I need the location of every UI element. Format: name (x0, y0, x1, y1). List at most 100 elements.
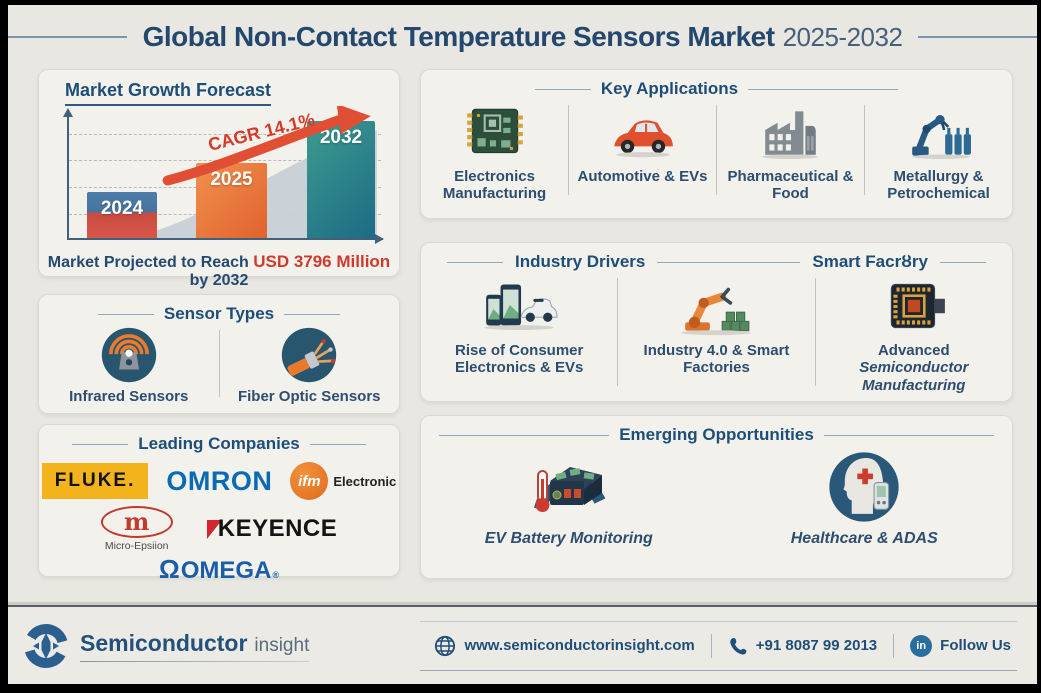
circuit-board-icon (466, 108, 523, 154)
omron-logo: OMRON (166, 465, 273, 496)
industry-drivers-heading: Industry Drivers (515, 252, 646, 271)
phone-link[interactable]: +91 8087 99 2013 (728, 636, 877, 656)
key-applications-heading-row: Key Applications (421, 70, 1012, 99)
heading-line (748, 88, 899, 90)
semiconductor-insight-logo-icon (24, 623, 68, 668)
key-applications-panel: Key Applications (420, 69, 1013, 219)
driver-label: Rise of Consumer Electronics & EVs (454, 342, 584, 377)
sensor-type-label: Fiber Optic Sensors (237, 388, 381, 405)
application-label: Automotive & EVs (577, 168, 708, 185)
opportunity-healthcare: Healthcare & ADAS (717, 449, 1013, 548)
contact-divider (893, 633, 895, 658)
sensor-type-label: Infrared Sensors (69, 388, 189, 405)
key-applications-heading: Key Applications (600, 79, 739, 98)
leading-companies-panel: Leading Companies FLUKE. OMRON ifm Elect… (38, 424, 400, 584)
driver-sublabel: Semiconductor Manufacturing (859, 359, 969, 394)
omega-text: OMEGA (180, 557, 272, 584)
right-column: Key Applications (420, 69, 1013, 579)
sensor-types-heading: Sensor Types (163, 304, 275, 323)
website-text: www.semiconductorinsight.com (464, 637, 695, 654)
market-growth-bar-chart: 2024 2025 2032 CAGR 14.1% (55, 106, 387, 248)
globe-icon (435, 635, 456, 656)
heading-line (823, 434, 994, 436)
ifm-logo: ifm Electronic (290, 462, 396, 500)
phones-car-icon (484, 284, 558, 331)
brand-text: Semiconductor insight (80, 629, 310, 662)
sensor-type-fiber-optic: Fiber Optic Sensors (220, 326, 400, 405)
vertical-divider (568, 105, 569, 195)
industry-drivers-heading-row: Industry Drivers Smart Facrȣry (421, 243, 1012, 272)
footer-bar: Semiconductor insight www.semiconductori… (8, 605, 1037, 684)
caption-prefix: Market Projected to Reach (47, 254, 249, 271)
micro-epsilon-caption: Micro-Epsiion (104, 540, 169, 552)
driver-consumer-electronics: Rise of Consumer Electronics & EVs (421, 274, 617, 394)
omega-symbol-icon: Ω (158, 554, 180, 584)
driver-semiconductor: Advanced Semiconductor Manufacturing (816, 274, 1012, 394)
robot-arm-bottles-icon (911, 114, 971, 160)
leading-companies-heading: Leading Companies (138, 434, 300, 453)
application-electronics: Electronics Manufacturing (421, 101, 568, 203)
heading-line (940, 261, 986, 263)
driver-label: Industry 4.0 & Smart Factories (643, 342, 790, 377)
vertical-divider (716, 105, 717, 195)
heading-line (439, 434, 610, 436)
company-logo-row: FLUKE. OMRON ifm Electronic (39, 462, 399, 500)
company-logo-row: m Micro-Epsiion KEYENCE (39, 506, 399, 552)
heading-line (657, 261, 801, 263)
ifm-circle-icon: ifm (290, 462, 329, 500)
contact-divider (710, 633, 712, 658)
vertical-divider (864, 105, 865, 195)
semiconductor-chip-icon (890, 283, 945, 329)
content-grid: Market Growth Forecast 2024 2025 2032 (8, 69, 1037, 584)
brand-name: Semiconductor (80, 629, 248, 656)
footer-contact-row: www.semiconductorinsight.com +91 8087 99… (420, 620, 1017, 671)
website-link[interactable]: www.semiconductorinsight.com (434, 635, 695, 657)
application-label: Metallurgy & Petrochemical (887, 168, 990, 203)
caption-highlight: USD 3796 Million (253, 252, 391, 271)
healthcare-head-icon (829, 452, 899, 522)
brand-block: Semiconductor insight (22, 622, 420, 670)
page-title-period: 2025-2032 (782, 22, 903, 52)
follow-us-text: Follow Us (940, 637, 1011, 654)
industry-drivers-row: Rise of Consumer Electronics & EVs (421, 274, 1012, 394)
opportunity-ev-battery: EV Battery Monitoring (421, 449, 717, 548)
industrial-robot-icon (681, 287, 752, 336)
fiber-optic-cable-icon (282, 327, 337, 383)
left-column: Market Growth Forecast 2024 2025 2032 (38, 69, 400, 584)
omega-logo: Ω OMEGA ® (159, 554, 279, 585)
vertical-divider (218, 330, 220, 398)
market-projection-caption: Market Projected to Reach USD 3796 Milli… (39, 252, 399, 290)
factory-icon (761, 111, 818, 160)
vertical-divider (814, 278, 816, 386)
title-dash-line-left (8, 36, 127, 38)
driver-industry-4-0: Industry 4.0 & Smart Factories (618, 274, 814, 394)
page-title: Global Non-Contact Temperature Sensors M… (143, 21, 903, 53)
market-growth-heading: Market Growth Forecast (65, 80, 272, 106)
page-title-main: Global Non-Contact Temperature Sensors M… (142, 21, 776, 52)
follow-us-link[interactable]: in Follow Us (910, 634, 1011, 657)
heading-line (309, 443, 366, 445)
industry-drivers-panel: Industry Drivers Smart Facrȣry (420, 242, 1013, 402)
micro-epsilon-logo: m Micro-Epsiion (100, 506, 173, 552)
micro-epsilon-m-icon: m (100, 506, 173, 538)
opportunity-label: Healthcare & ADAS (790, 530, 938, 547)
brand-suffix: insight (254, 634, 310, 656)
key-applications-row: Electronics Manufacturing Automotive & (421, 101, 1012, 203)
application-label: Electronics Manufacturing (442, 168, 547, 203)
y-axis (63, 108, 73, 240)
bar-2024: 2024 (87, 192, 157, 238)
bar-2025: 2025 (196, 163, 267, 238)
bar-2032-label: 2032 (319, 127, 363, 148)
application-pharma-food: Pharmaceutical & Food (717, 101, 864, 203)
sensor-types-heading-row: Sensor Types (39, 295, 399, 324)
application-metallurgy: Metallurgy & Petrochemical (865, 101, 1012, 203)
market-growth-panel: Market Growth Forecast 2024 2025 2032 (38, 69, 400, 289)
fluke-logo: FLUKE. (41, 463, 149, 499)
ev-battery-thermometer-icon (533, 467, 606, 512)
smart-factory-heading: Smart Facrȣry (812, 252, 928, 271)
driver-label: Advanced (877, 342, 950, 359)
infographic-page: Global Non-Contact Temperature Sensors M… (8, 5, 1037, 684)
opportunity-label: EV Battery Monitoring (484, 530, 653, 547)
bar-2025-label: 2025 (210, 169, 253, 190)
